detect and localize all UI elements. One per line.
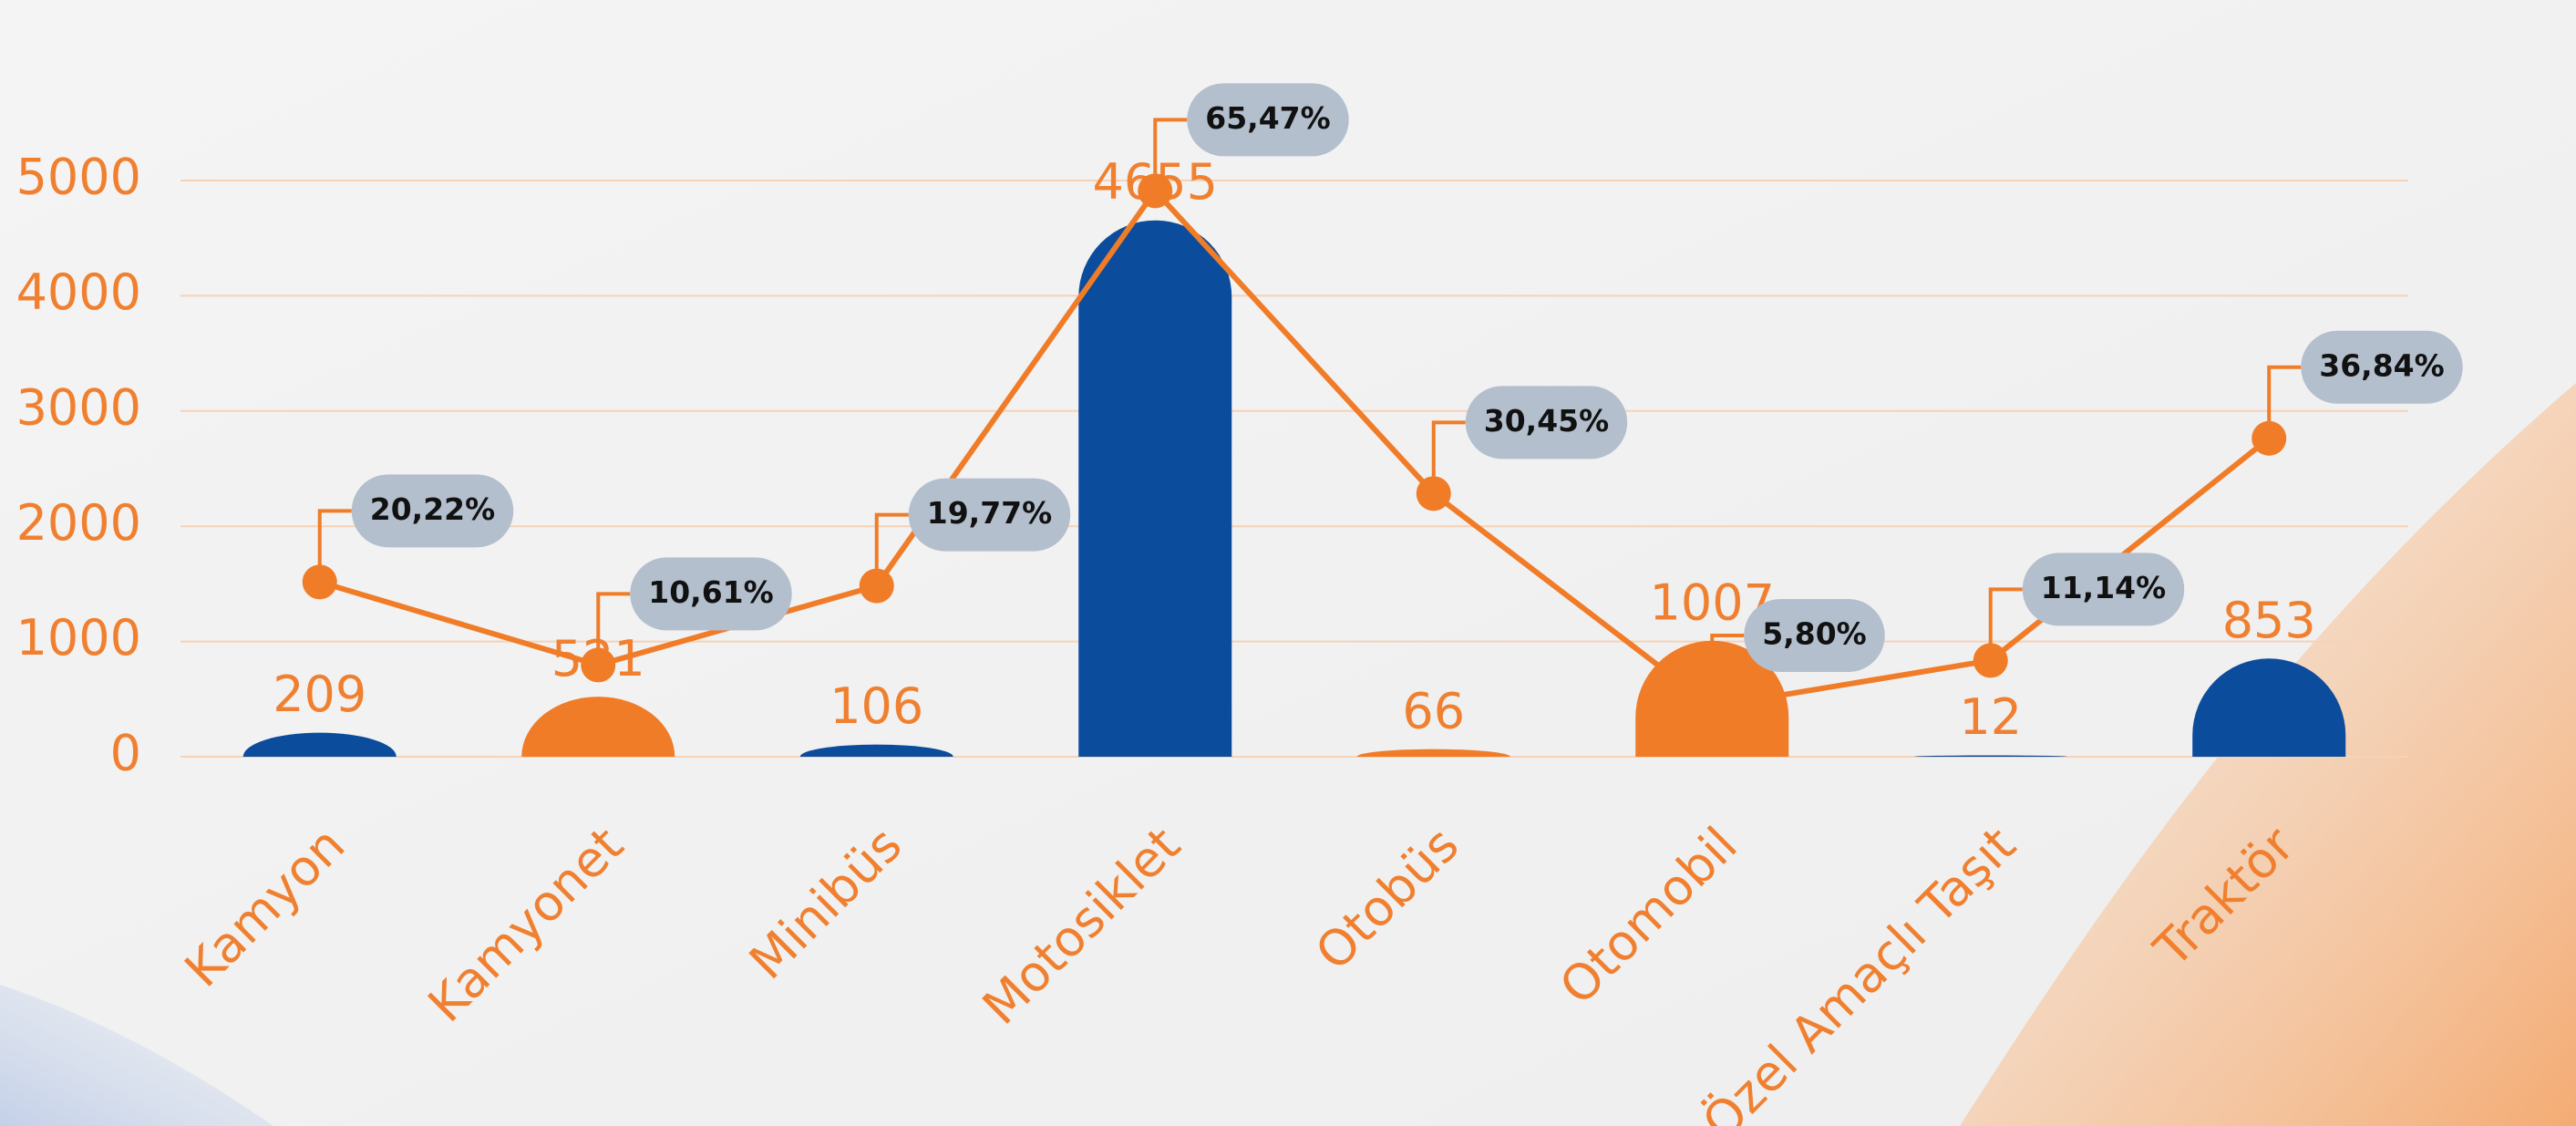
page: 010002000300040005000Kamyon209Kamyonet52… bbox=[0, 0, 2576, 1126]
line-value-label: 11,14% bbox=[2041, 570, 2166, 605]
y-tick-label: 4000 bbox=[16, 263, 141, 321]
line-point bbox=[860, 569, 894, 604]
y-tick-label: 2000 bbox=[16, 494, 141, 552]
line-point bbox=[1973, 643, 2008, 677]
line-value-label: 36,84% bbox=[2319, 347, 2444, 383]
line-point bbox=[581, 647, 615, 682]
bar-value-label: 66 bbox=[1402, 682, 1465, 739]
line-point bbox=[303, 564, 337, 599]
line-point bbox=[1138, 173, 1172, 208]
y-tick-label: 5000 bbox=[16, 149, 141, 206]
bar bbox=[1078, 221, 1231, 757]
line-point bbox=[2251, 421, 2286, 456]
line-value-label: 65,47% bbox=[1205, 100, 1330, 136]
bar-value-label: 853 bbox=[2222, 592, 2316, 649]
line-value-label: 30,45% bbox=[1484, 403, 1609, 439]
bar-value-label: 209 bbox=[273, 666, 366, 723]
y-tick-label: 3000 bbox=[16, 378, 141, 436]
line-value-label: 10,61% bbox=[648, 574, 773, 610]
chart: 010002000300040005000Kamyon209Kamyonet52… bbox=[0, 0, 2576, 1126]
y-tick-label: 0 bbox=[110, 725, 141, 782]
line-value-label: 19,77% bbox=[927, 495, 1052, 531]
line-point bbox=[1695, 689, 1729, 724]
line-value-label: 20,22% bbox=[370, 491, 495, 527]
bar-value-label: 106 bbox=[829, 677, 923, 735]
bar-value-label: 12 bbox=[1959, 688, 2022, 746]
line-point bbox=[1417, 476, 1451, 511]
line-value-label: 5,80% bbox=[1762, 616, 1867, 652]
y-tick-label: 1000 bbox=[16, 609, 141, 666]
